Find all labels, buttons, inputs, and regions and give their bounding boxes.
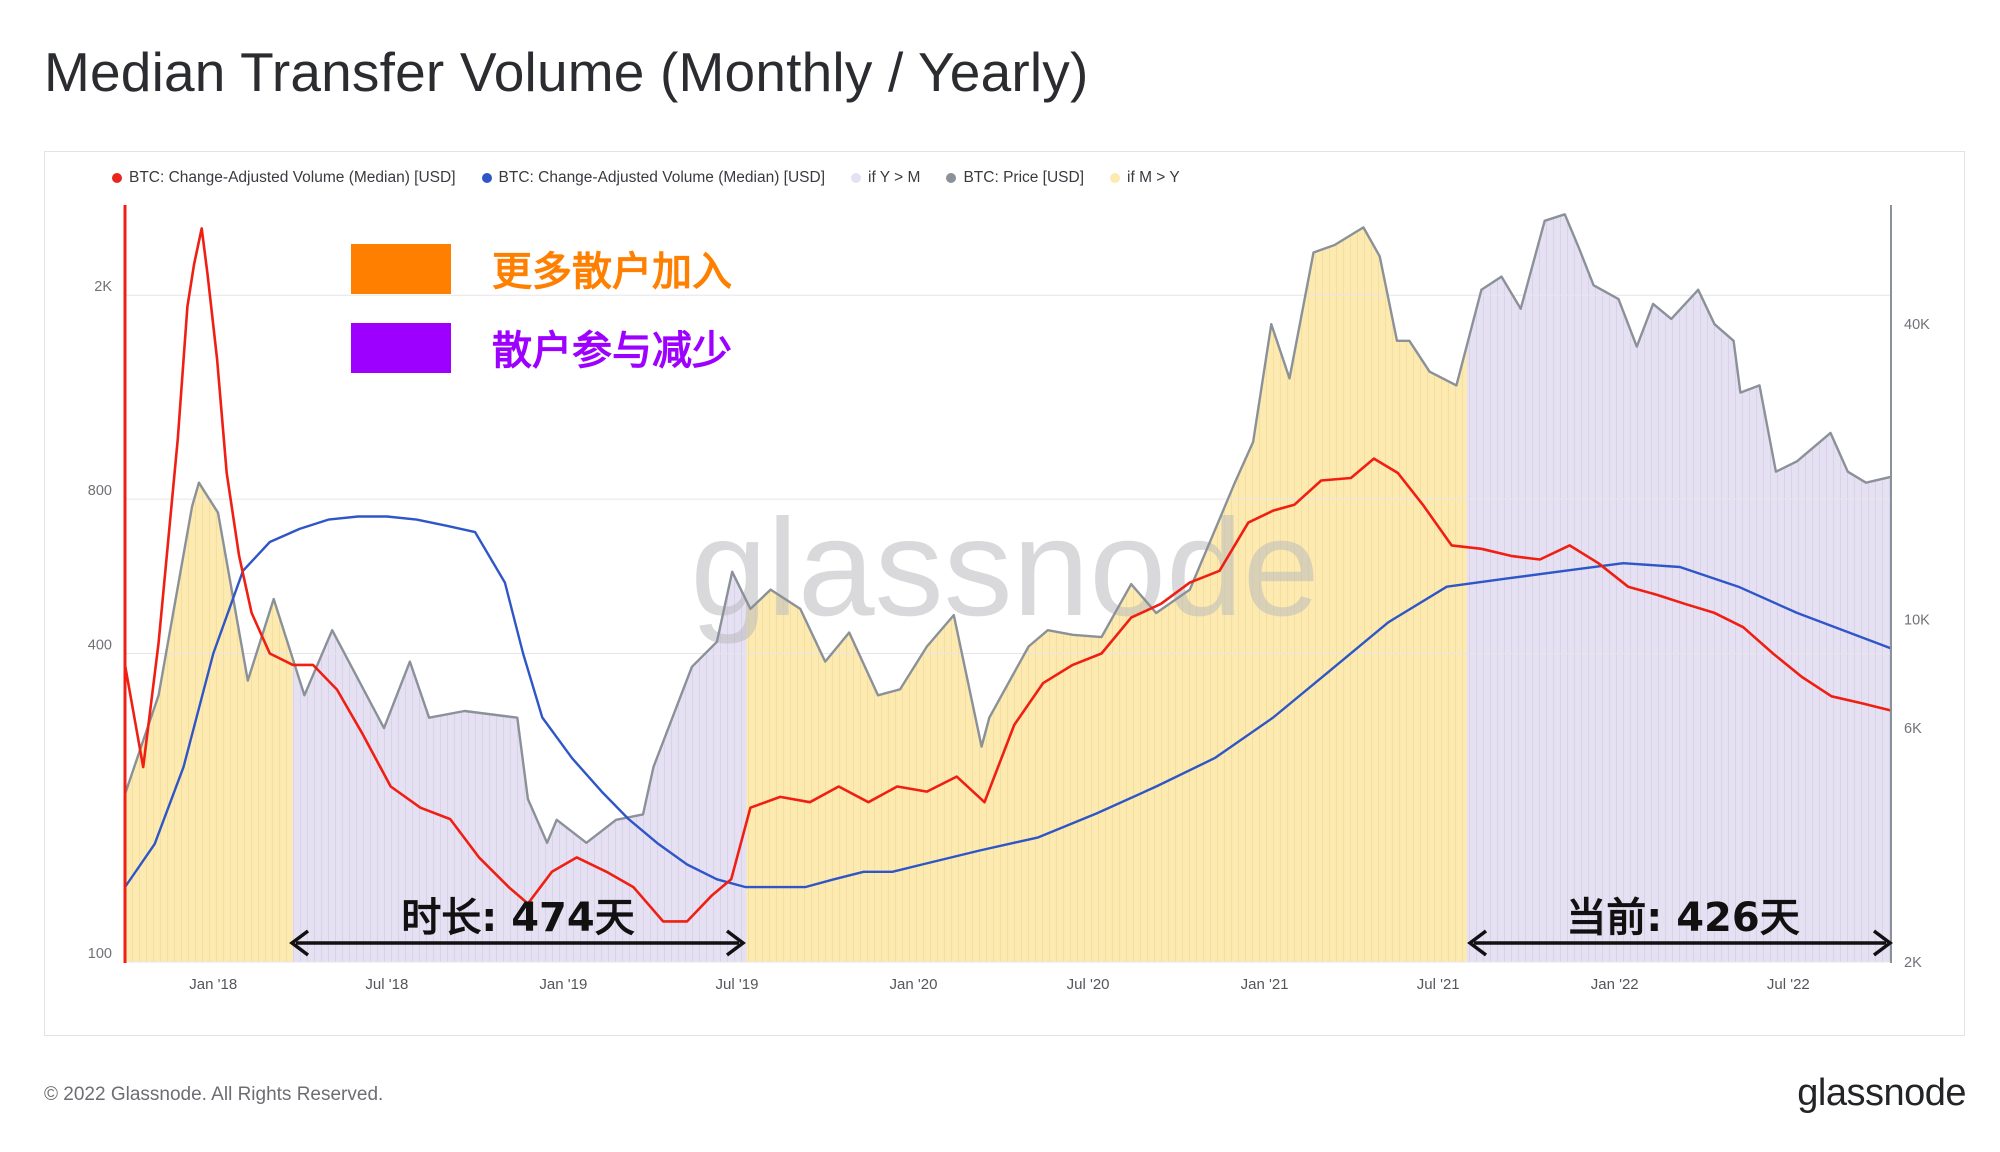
right-tick-label-1: 6K <box>1904 721 1922 737</box>
x-tick-label-4: Jan '20 <box>890 976 938 993</box>
x-tick-label-2: Jan '19 <box>539 976 587 993</box>
legend-label-y-gt-m: if Y > M <box>868 169 921 186</box>
current-label: 当前: 426天 <box>1566 895 1799 941</box>
x-tick-label-7: Jul '21 <box>1417 976 1460 993</box>
legend-dot-price <box>946 173 957 183</box>
legend-item-y-gt-m[interactable]: if Y > M <box>851 169 920 187</box>
copyright-text: © 2022 Glassnode. All Rights Reserved. <box>44 1084 384 1105</box>
legend-label-yearly: BTC: Change-Adjusted Volume (Median) [US… <box>498 169 826 186</box>
series-monthly-line <box>123 227 1892 923</box>
region-m-gt-y-0 <box>125 482 293 962</box>
chart-legend: BTC: Change-Adjusted Volume (Median) [US… <box>112 168 1206 188</box>
right-tick-label-2: 10K <box>1904 612 1930 628</box>
legend-dot-m-gt-y <box>1110 173 1121 183</box>
region-y-gt-m-3 <box>1467 214 1890 963</box>
x-tick-label-3: Jul '19 <box>716 976 759 993</box>
page-title: Median Transfer Volume (Monthly / Yearly… <box>44 41 1089 103</box>
watermark: glassnode <box>690 491 1319 645</box>
series-yearly-line <box>123 515 1892 889</box>
x-tick-label-6: Jan '21 <box>1241 976 1289 993</box>
retail-drop-swatch <box>351 323 451 373</box>
current-arrow-head-right <box>1872 929 1893 957</box>
legend-item-yearly[interactable]: BTC: Change-Adjusted Volume (Median) [US… <box>481 169 826 187</box>
left-tick-label-3: 2K <box>94 279 112 295</box>
x-tick-label-9: Jul '22 <box>1767 976 1810 993</box>
region-m-gt-y-2 <box>746 227 1467 962</box>
current-arrow-head-left <box>1467 929 1488 957</box>
chart-frame <box>44 151 1965 1036</box>
series-price-line <box>123 213 1892 844</box>
legend-item-monthly[interactable]: BTC: Change-Adjusted Volume (Median) [US… <box>112 169 456 187</box>
right-tick-label-0: 2K <box>1904 955 1922 971</box>
x-tick-label-0: Jan '18 <box>189 976 237 993</box>
legend-dot-monthly <box>112 173 122 183</box>
legend-label-monthly: BTC: Change-Adjusted Volume (Median) [US… <box>129 169 456 186</box>
duration-arrow-head-right <box>725 929 746 957</box>
legend-item-m-gt-y[interactable]: if M > Y <box>1110 169 1180 187</box>
legend-dot-y-gt-m <box>851 173 862 183</box>
legend-item-price[interactable]: BTC: Price [USD] <box>946 169 1084 187</box>
region-y-gt-m-1 <box>292 571 747 962</box>
left-tick-label-2: 800 <box>88 483 112 499</box>
x-tick-label-8: Jan '22 <box>1591 976 1639 993</box>
x-tick-label-1: Jul '18 <box>365 976 408 993</box>
x-tick-label-5: Jul '20 <box>1067 976 1110 993</box>
retail-join-swatch <box>351 244 451 294</box>
legend-dot-yearly <box>481 173 492 183</box>
legend-label-price: BTC: Price [USD] <box>963 169 1085 186</box>
left-tick-label-0: 100 <box>88 946 112 962</box>
duration-label: 时长: 474天 <box>401 895 634 941</box>
legend-label-m-gt-y: if M > Y <box>1127 169 1180 186</box>
retail-join-label: 更多散户加入 <box>492 249 732 295</box>
right-tick-label-3: 40K <box>1904 317 1930 333</box>
retail-drop-label: 散户参与减少 <box>492 328 732 374</box>
duration-arrow-head-left <box>289 929 310 957</box>
brand-logo: glassnode <box>1797 1072 1966 1114</box>
left-tick-label-1: 400 <box>88 637 112 653</box>
